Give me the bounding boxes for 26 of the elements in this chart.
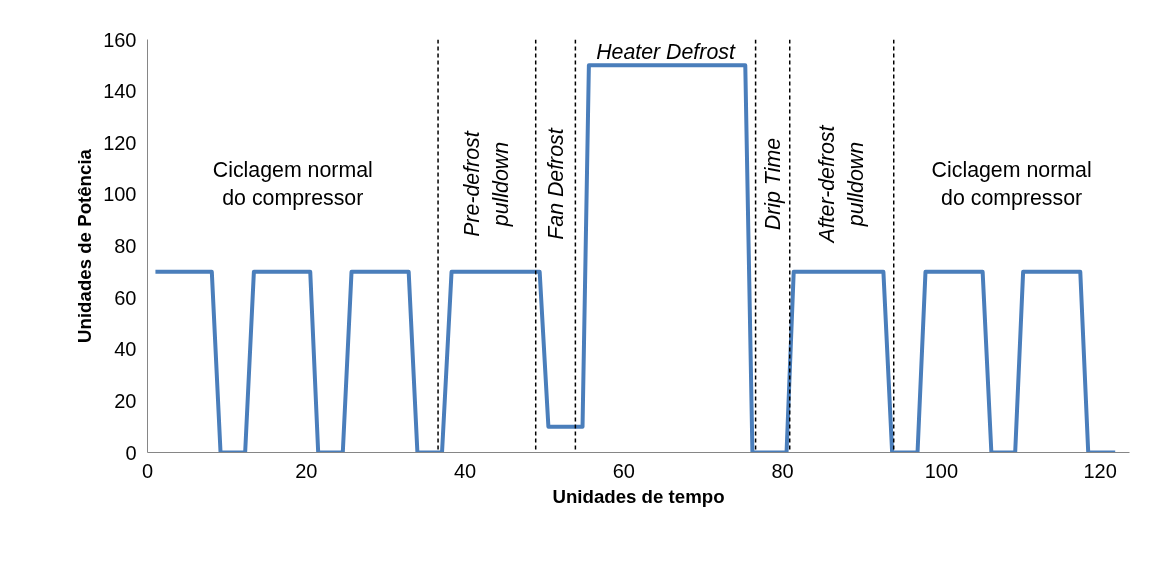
annotation: Fan Defrost [543, 127, 568, 240]
y-axis-title: Unidades de Potência [74, 148, 96, 343]
annotation: Pre-defrost pulldown [460, 130, 514, 237]
x-tick-label: 0 [141, 459, 154, 482]
y-tick-label: 0 [125, 441, 137, 464]
x-tick-label: 120 [1083, 459, 1117, 482]
x-tick-label: 100 [924, 459, 959, 482]
x-tick-label: 40 [453, 459, 477, 482]
y-tick-label: 40 [114, 338, 137, 361]
y-tick-label: 20 [114, 389, 137, 412]
line-series [153, 63, 1118, 453]
annotation: Drip Time [760, 137, 785, 231]
x-tick-label: 20 [295, 459, 318, 482]
annotation: After-defrost pulldown [815, 124, 869, 245]
x-axis-title: Unidades de tempo [552, 485, 725, 507]
x-tick-label: 60 [612, 459, 635, 482]
y-tick-label: 100 [103, 183, 137, 206]
y-tick-label: 80 [114, 235, 137, 257]
y-tick-label: 60 [114, 286, 137, 309]
annotation: Ciclagem normal do compressor [931, 157, 1092, 211]
annotation: Heater Defrost [596, 40, 736, 65]
y-tick-label: 120 [103, 131, 137, 154]
annotation: Ciclagem normal do compressor [212, 157, 373, 211]
x-tick-label: 80 [771, 459, 794, 482]
y-tick-label: 140 [103, 80, 137, 103]
y-tick-label: 160 [103, 28, 137, 51]
